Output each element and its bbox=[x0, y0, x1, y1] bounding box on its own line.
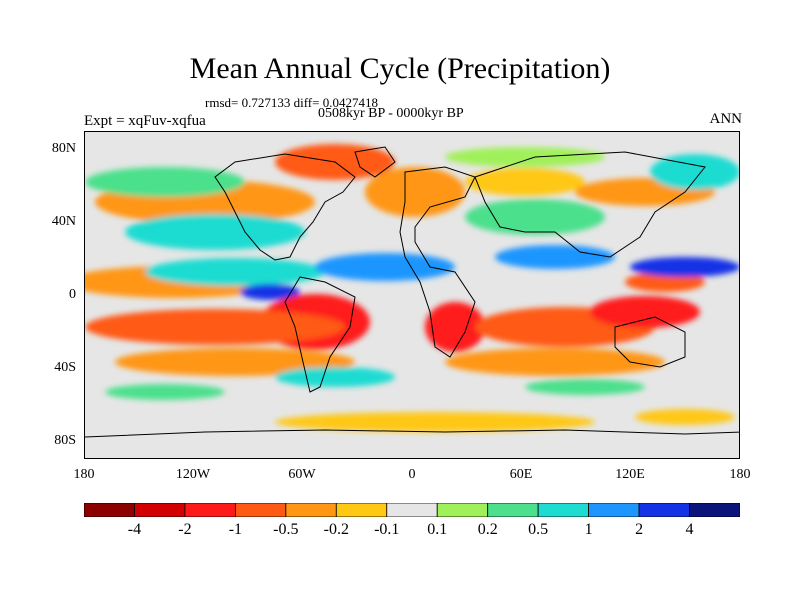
anomaly-region bbox=[365, 167, 465, 217]
colorbar bbox=[84, 503, 740, 517]
anomaly-region bbox=[465, 168, 585, 196]
x-tick-120w: 120W bbox=[175, 467, 211, 482]
anomaly-region bbox=[635, 409, 735, 425]
colorbar-label: -4 bbox=[127, 521, 142, 538]
experiment-label: Expt = xqFuv-xqfua bbox=[84, 113, 206, 129]
colorbar-swatch bbox=[234, 503, 287, 517]
anomaly-region bbox=[240, 284, 300, 300]
x-tick-180e: 180 bbox=[729, 467, 751, 482]
anomaly-region bbox=[630, 257, 739, 277]
colorbar-label: -0.1 bbox=[374, 521, 400, 538]
greenland-outline bbox=[354, 146, 396, 178]
colorbar-swatch bbox=[84, 503, 135, 517]
colorbar-label: -0.5 bbox=[273, 521, 299, 538]
colorbar-label: 1 bbox=[584, 521, 593, 538]
colorbar-swatch bbox=[487, 503, 539, 517]
y-tick-40n: 40N bbox=[51, 214, 76, 229]
colorbar-swatch bbox=[285, 503, 337, 517]
anomaly-region bbox=[275, 367, 395, 387]
anomaly-region bbox=[125, 214, 305, 250]
anomaly-region bbox=[465, 199, 605, 235]
colorbar-swatch bbox=[638, 503, 690, 517]
x-tick-60e: 60E bbox=[509, 467, 533, 482]
x-tick-0: 0 bbox=[408, 467, 416, 482]
colorbar-label: 0.5 bbox=[528, 521, 549, 538]
south-america-outline bbox=[284, 276, 356, 393]
coastlines bbox=[85, 146, 739, 438]
plot-title: Mean Annual Cycle (Precipitation) bbox=[189, 52, 611, 85]
anomaly-region bbox=[445, 147, 605, 167]
colorbar-label: 0.1 bbox=[427, 521, 448, 538]
australia-outline bbox=[614, 316, 686, 368]
y-tick-equator: 0 bbox=[69, 287, 76, 302]
colorbar-swatch bbox=[184, 503, 236, 517]
colorbar-label: -2 bbox=[178, 521, 192, 538]
anomaly-region bbox=[495, 245, 615, 269]
anomaly-region bbox=[85, 167, 245, 197]
anomaly-region bbox=[275, 412, 595, 432]
north-america-outline bbox=[214, 153, 356, 261]
asia-outline bbox=[474, 151, 706, 258]
y-tick-80s: 80S bbox=[54, 433, 76, 448]
anomaly-region bbox=[145, 258, 325, 286]
y-tick-80n: 80N bbox=[51, 141, 76, 156]
anomaly-region bbox=[115, 348, 355, 376]
y-tick-40s: 40S bbox=[54, 360, 76, 375]
colorbar-label: -0.2 bbox=[323, 521, 349, 538]
colorbar-swatch bbox=[436, 503, 489, 517]
colorbar-label: -1 bbox=[228, 521, 243, 538]
anomaly-region bbox=[85, 309, 345, 345]
anomaly-region bbox=[525, 379, 645, 395]
anomaly-region bbox=[105, 384, 225, 400]
colorbar-swatch bbox=[537, 503, 590, 517]
precipitation-map bbox=[84, 131, 740, 459]
colorbar-swatch bbox=[588, 503, 640, 517]
anomaly-region bbox=[590, 296, 700, 328]
africa-europe-outline bbox=[399, 166, 476, 358]
colorbar-swatch bbox=[386, 503, 438, 517]
period-line: 0508kyr BP - 0000kyr BP bbox=[318, 106, 464, 121]
colorbar-label: 4 bbox=[685, 521, 694, 538]
anomaly-region bbox=[315, 253, 455, 281]
colorbar-label: 0.2 bbox=[477, 521, 498, 538]
x-tick-180w: 180 bbox=[73, 467, 95, 482]
x-tick-120e: 120E bbox=[615, 467, 645, 482]
colorbar-swatch bbox=[335, 503, 388, 517]
colorbar-swatch bbox=[134, 503, 186, 517]
anomaly-region bbox=[650, 154, 739, 190]
anomaly-region bbox=[425, 302, 485, 352]
colorbar-swatch bbox=[689, 503, 740, 517]
antarctica-outline bbox=[85, 429, 739, 438]
stats-line: rmsd= 0.727133 diff= 0.0427418 bbox=[205, 95, 378, 110]
season-label: ANN bbox=[709, 111, 743, 127]
anomaly-field bbox=[85, 144, 739, 432]
x-tick-60w: 60W bbox=[288, 467, 316, 482]
anomaly-region bbox=[445, 348, 665, 376]
colorbar-label: 2 bbox=[635, 521, 644, 538]
map-canvas bbox=[85, 144, 739, 438]
